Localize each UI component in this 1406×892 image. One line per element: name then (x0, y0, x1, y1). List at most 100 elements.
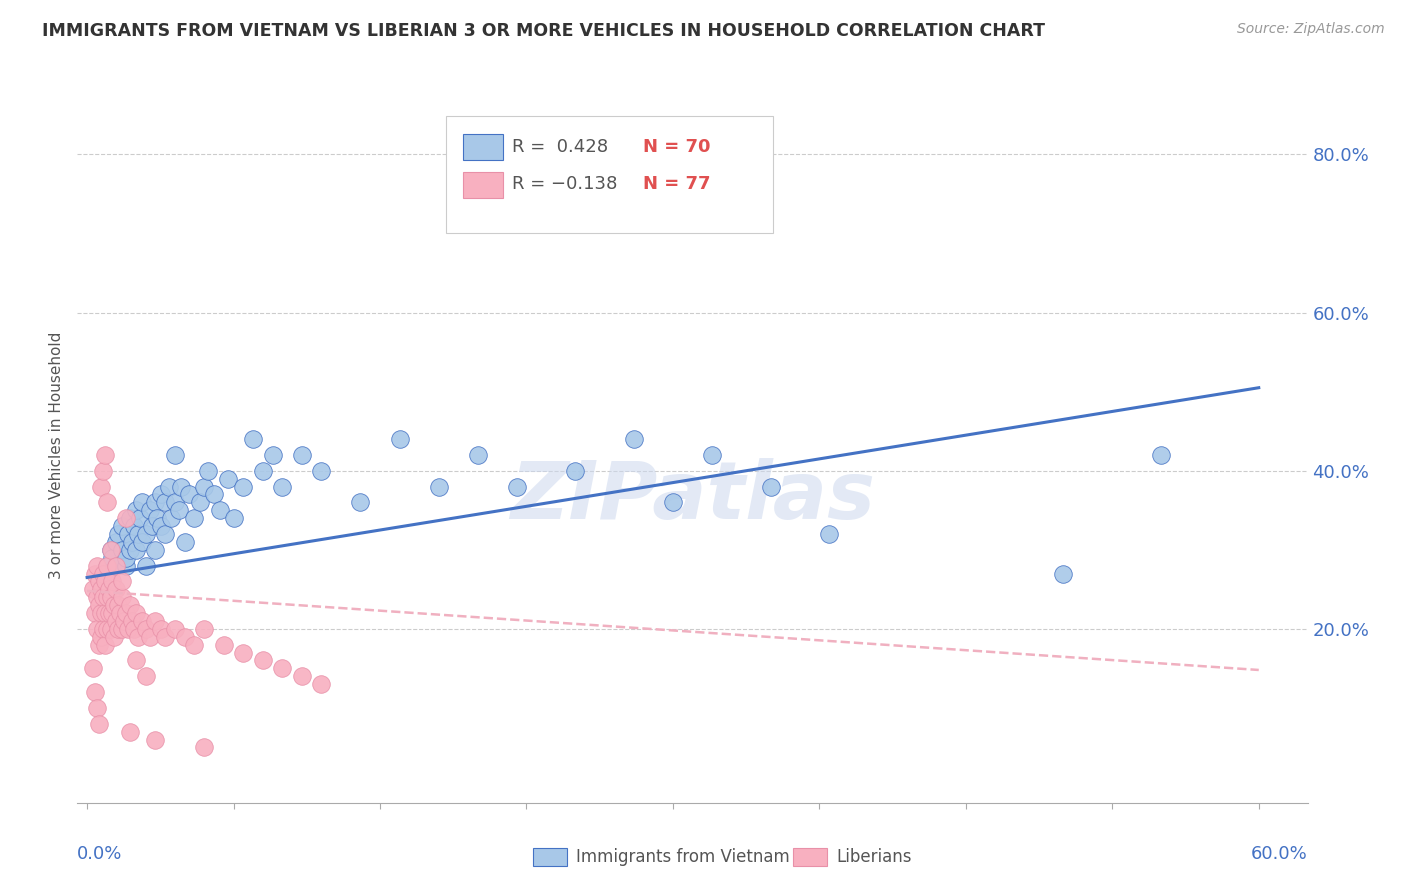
Point (155, 495, 177, 509)
Point (128, 511, 150, 525)
Text: 0.0%: 0.0% (77, 845, 122, 863)
Point (122, 519, 145, 533)
Point (217, 472, 239, 486)
Point (121, 614, 143, 628)
Point (818, 527, 841, 541)
Point (271, 661, 294, 675)
Point (107, 598, 129, 612)
Point (90, 479, 112, 493)
Point (1052, 566, 1074, 581)
Point (111, 574, 134, 589)
Point (90, 582, 112, 597)
Point (96, 558, 118, 573)
Point (262, 448, 284, 462)
Point (105, 558, 128, 573)
Point (138, 630, 160, 644)
Point (122, 622, 145, 636)
Point (87, 598, 110, 612)
Point (86, 558, 108, 573)
Point (388, 432, 411, 446)
Point (101, 550, 124, 565)
Point (163, 448, 186, 462)
Point (197, 464, 219, 478)
Point (232, 646, 254, 660)
Point (193, 622, 215, 636)
Point (160, 511, 183, 525)
Point (145, 542, 167, 557)
Point (115, 606, 138, 620)
Point (167, 503, 190, 517)
Y-axis label: 3 or more Vehicles in Household: 3 or more Vehicles in Household (49, 331, 65, 579)
Point (84, 606, 107, 620)
Point (125, 606, 148, 620)
Point (91, 622, 114, 636)
Point (157, 479, 180, 493)
Point (427, 479, 450, 493)
Text: R = −0.138: R = −0.138 (512, 175, 617, 193)
Point (121, 534, 143, 549)
Text: ZIPatlas: ZIPatlas (510, 458, 875, 536)
Point (125, 542, 148, 557)
Point (145, 614, 167, 628)
Point (100, 622, 122, 636)
Point (115, 550, 138, 565)
Point (291, 669, 314, 683)
Point (145, 495, 167, 509)
Point (146, 511, 169, 525)
Point (84, 685, 107, 699)
Point (190, 495, 212, 509)
Text: 60.0%: 60.0% (1251, 845, 1308, 863)
Point (107, 527, 129, 541)
Point (96, 495, 118, 509)
Point (125, 503, 148, 517)
Point (120, 598, 141, 612)
Text: Liberians: Liberians (837, 848, 912, 866)
Point (131, 614, 153, 628)
Point (291, 448, 314, 462)
Point (150, 519, 173, 533)
Point (107, 622, 129, 636)
Point (155, 630, 177, 644)
Point (115, 558, 138, 573)
Point (120, 724, 141, 739)
Point (111, 519, 134, 533)
Point (759, 479, 782, 493)
Point (93, 574, 115, 589)
Point (252, 464, 274, 478)
Point (93, 448, 115, 462)
Point (271, 479, 294, 493)
Point (163, 622, 186, 636)
Point (87, 638, 110, 652)
Point (212, 638, 235, 652)
Point (117, 622, 139, 636)
Point (111, 542, 134, 557)
Point (101, 574, 124, 589)
Point (506, 479, 529, 493)
Point (700, 448, 723, 462)
Point (311, 677, 333, 691)
Point (173, 534, 195, 549)
Point (105, 614, 128, 628)
Point (131, 534, 153, 549)
Point (84, 566, 107, 581)
Point (96, 558, 118, 573)
Point (141, 519, 163, 533)
Point (170, 479, 193, 493)
Point (208, 503, 231, 517)
Point (127, 630, 149, 644)
Point (103, 630, 125, 644)
Point (96, 622, 118, 636)
Point (163, 495, 186, 509)
Point (86, 622, 108, 636)
Point (120, 511, 141, 525)
Point (101, 606, 124, 620)
Point (138, 503, 160, 517)
Point (349, 495, 371, 509)
Point (117, 527, 139, 541)
Text: R =  0.428: R = 0.428 (512, 137, 607, 156)
Point (93, 606, 115, 620)
Point (91, 591, 114, 605)
Point (127, 527, 149, 541)
Point (177, 487, 200, 501)
Point (111, 622, 134, 636)
